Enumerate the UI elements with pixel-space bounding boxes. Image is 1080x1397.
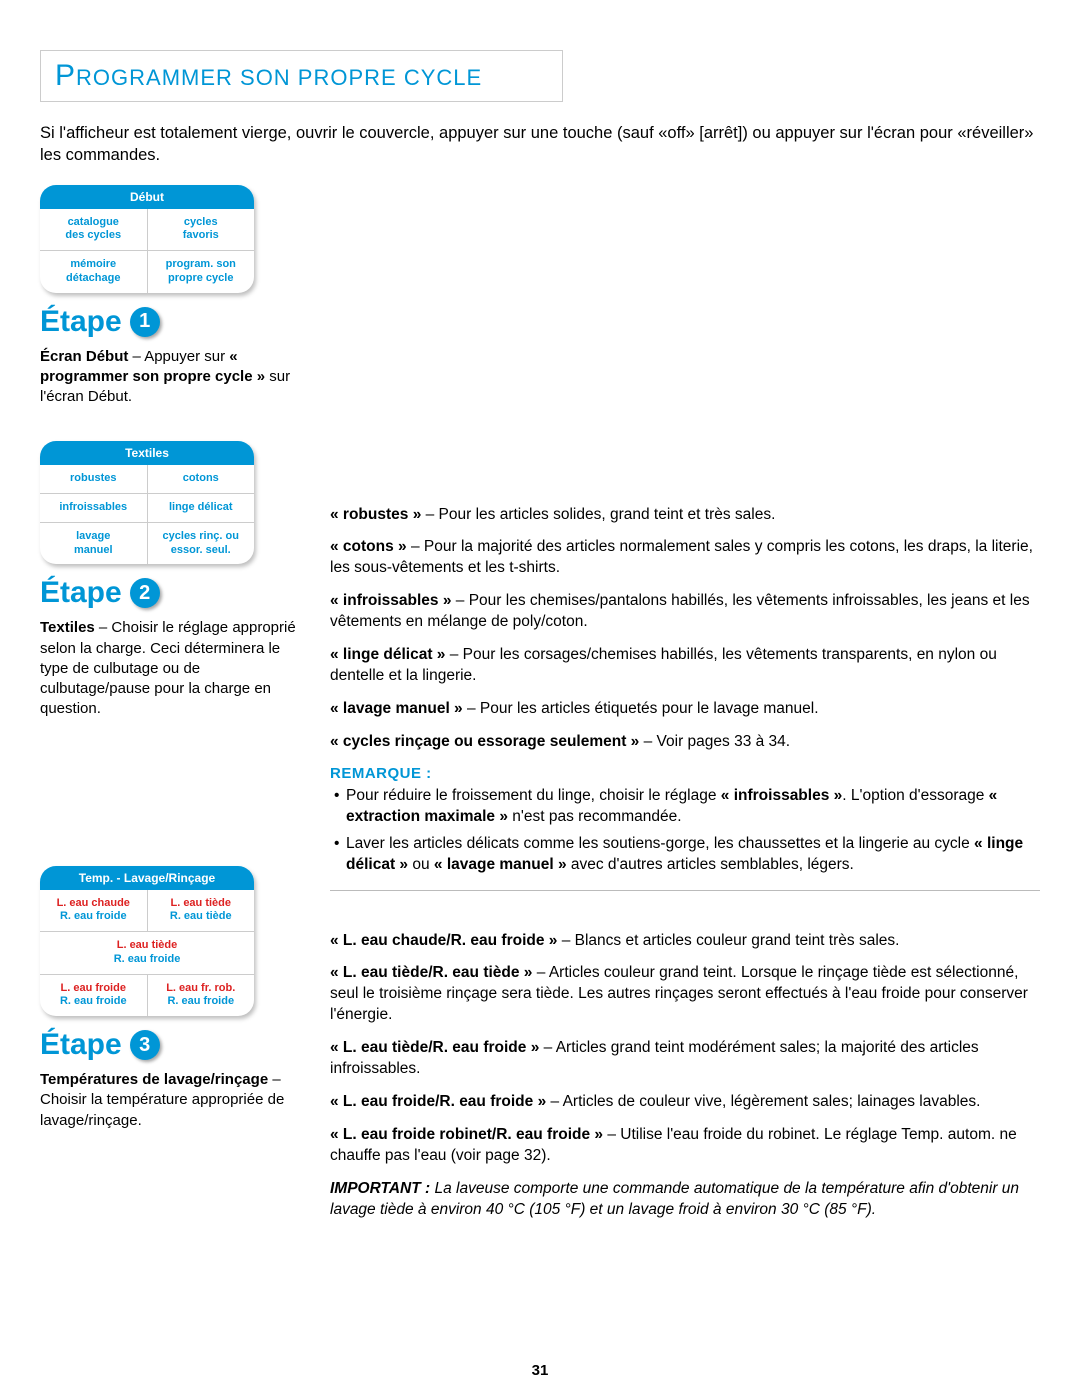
panel-cell: L. eau tièdeR. eau froide bbox=[40, 932, 254, 974]
definition-item: « L. eau chaude/R. eau froide » – Blancs… bbox=[330, 931, 1040, 952]
definition-item: « cotons » – Pour la majorité des articl… bbox=[330, 537, 1040, 579]
panel-cell: L. eau chaudeR. eau froide bbox=[40, 890, 147, 932]
step-number-badge: 1 bbox=[130, 307, 160, 337]
step-number-badge: 3 bbox=[130, 1030, 160, 1060]
panel-cell: L. eau tièdeR. eau tiède bbox=[147, 890, 255, 932]
definition-item: « L. eau tiède/R. eau froide » – Article… bbox=[330, 1038, 1040, 1080]
step1-mid: – Appuyer sur bbox=[128, 348, 229, 365]
definition-item: « robustes » – Pour les articles solides… bbox=[330, 505, 1040, 526]
step2-bold: Textiles bbox=[40, 619, 95, 636]
step-1-body: Écran Début – Appuyer sur « programmer s… bbox=[40, 347, 300, 408]
page-number: 31 bbox=[532, 1362, 549, 1379]
panel-header: Début bbox=[40, 185, 254, 209]
panel-cell: robustes bbox=[40, 465, 147, 493]
important-note: IMPORTANT : La laveuse comporte une comm… bbox=[330, 1179, 1040, 1221]
panel-header: Textiles bbox=[40, 441, 254, 465]
intro-text: Si l'afficheur est totalement vierge, ou… bbox=[40, 122, 1040, 167]
step-label: Étape bbox=[40, 576, 122, 610]
panel-cell: cycles rinç. ouessor. seul. bbox=[147, 523, 255, 565]
panel-cell: program. sonpropre cycle bbox=[147, 251, 255, 293]
panel-cell: linge délicat bbox=[147, 494, 255, 522]
important-label: IMPORTANT : bbox=[330, 1180, 430, 1197]
step-number-badge: 2 bbox=[130, 578, 160, 608]
panel-debut: Début cataloguedes cyclescyclesfavorismé… bbox=[40, 185, 254, 293]
step-2-heading: Étape 2 bbox=[40, 576, 300, 610]
panel-header: Temp. - Lavage/Rinçage bbox=[40, 866, 254, 890]
step-3-body: Températures de lavage/rinçage – Choisir… bbox=[40, 1070, 300, 1131]
definition-item: « L. eau tiède/R. eau tiède » – Articles… bbox=[330, 963, 1040, 1026]
section-title-box: Programmer son propre cycle bbox=[40, 50, 563, 102]
panel-cell: lavagemanuel bbox=[40, 523, 147, 565]
note-item: Pour réduire le froissement du linge, ch… bbox=[334, 786, 1040, 828]
remarque-label: REMARQUE : bbox=[330, 765, 1040, 782]
fabric-definitions: « robustes » – Pour les articles solides… bbox=[330, 505, 1040, 891]
step-3-heading: Étape 3 bbox=[40, 1028, 300, 1062]
step-label: Étape bbox=[40, 305, 122, 339]
panel-cell: L. eau fr. rob.R. eau froide bbox=[147, 975, 255, 1017]
panel-textiles: Textiles robustescotonsinfroissablesling… bbox=[40, 441, 254, 564]
definition-item: « L. eau froide robinet/R. eau froide » … bbox=[330, 1125, 1040, 1167]
step-label: Étape bbox=[40, 1028, 122, 1062]
definition-item: « linge délicat » – Pour les corsages/ch… bbox=[330, 645, 1040, 687]
panel-cell: L. eau froideR. eau froide bbox=[40, 975, 147, 1017]
left-column: Début cataloguedes cyclescyclesfavorismé… bbox=[40, 179, 300, 1221]
step-1-heading: Étape 1 bbox=[40, 305, 300, 339]
step-2-body: Textiles – Choisir le réglage approprié … bbox=[40, 618, 300, 719]
definition-item: « L. eau froide/R. eau froide » – Articl… bbox=[330, 1092, 1040, 1113]
panel-cell: cataloguedes cycles bbox=[40, 209, 147, 251]
important-text: La laveuse comporte une commande automat… bbox=[330, 1180, 1019, 1218]
content-columns: Début cataloguedes cyclescyclesfavorismé… bbox=[40, 179, 1040, 1221]
panel-cell: cyclesfavoris bbox=[147, 209, 255, 251]
right-column: « robustes » – Pour les articles solides… bbox=[330, 179, 1040, 1221]
step1-bold1: Écran Début bbox=[40, 348, 128, 365]
definition-item: « infroissables » – Pour les chemises/pa… bbox=[330, 591, 1040, 633]
panel-temp: Temp. - Lavage/Rinçage L. eau chaudeR. e… bbox=[40, 866, 254, 1017]
panel-cell: mémoiredétachage bbox=[40, 251, 147, 293]
definition-item: « cycles rinçage ou essorage seulement »… bbox=[330, 732, 1040, 753]
section-title-text: rogrammer son propre cycle bbox=[76, 65, 482, 90]
panel-cell: infroissables bbox=[40, 494, 147, 522]
definition-item: « lavage manuel » – Pour les articles ét… bbox=[330, 699, 1040, 720]
remarque-list: Pour réduire le froissement du linge, ch… bbox=[330, 786, 1040, 876]
step3-bold: Températures de lavage/rinçage bbox=[40, 1071, 268, 1088]
panel-cell: cotons bbox=[147, 465, 255, 493]
section-title: Programmer son propre cycle bbox=[55, 59, 482, 93]
temp-definitions: « L. eau chaude/R. eau froide » – Blancs… bbox=[330, 931, 1040, 1167]
note-item: Laver les articles délicats comme les so… bbox=[334, 834, 1040, 876]
